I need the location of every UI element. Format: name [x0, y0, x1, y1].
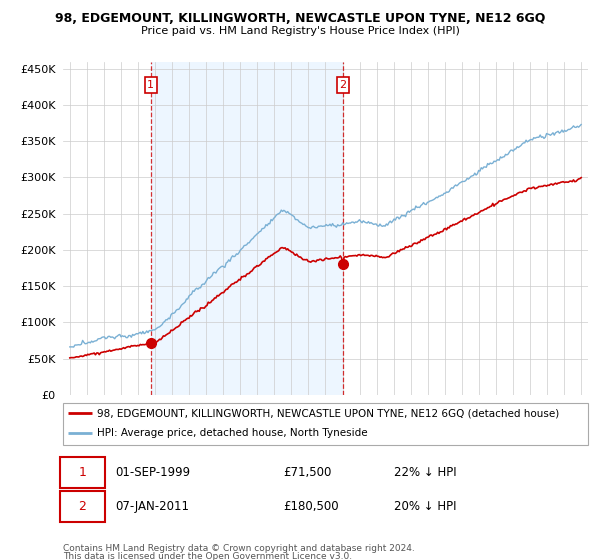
Text: This data is licensed under the Open Government Licence v3.0.: This data is licensed under the Open Gov… [63, 552, 352, 560]
Text: 1: 1 [147, 80, 154, 90]
Text: 2: 2 [79, 500, 86, 513]
Text: Price paid vs. HM Land Registry's House Price Index (HPI): Price paid vs. HM Land Registry's House … [140, 26, 460, 36]
Text: £71,500: £71,500 [284, 466, 332, 479]
Bar [151, 62, 343, 395]
Text: 98, EDGEMOUNT, KILLINGWORTH, NEWCASTLE UPON TYNE, NE12 6GQ (detached house): 98, EDGEMOUNT, KILLINGWORTH, NEWCASTLE U… [97, 408, 559, 418]
FancyBboxPatch shape [61, 457, 105, 488]
FancyBboxPatch shape [61, 491, 105, 521]
Text: 98, EDGEMOUNT, KILLINGWORTH, NEWCASTLE UPON TYNE, NE12 6GQ: 98, EDGEMOUNT, KILLINGWORTH, NEWCASTLE U… [55, 12, 545, 25]
Text: HPI: Average price, detached house, North Tyneside: HPI: Average price, detached house, Nort… [97, 428, 368, 438]
Text: 22% ↓ HPI: 22% ↓ HPI [394, 466, 457, 479]
Text: 2: 2 [340, 80, 347, 90]
Text: 01-SEP-1999: 01-SEP-1999 [115, 466, 191, 479]
Text: 07-JAN-2011: 07-JAN-2011 [115, 500, 190, 513]
Text: Contains HM Land Registry data © Crown copyright and database right 2024.: Contains HM Land Registry data © Crown c… [63, 544, 415, 553]
Text: £180,500: £180,500 [284, 500, 339, 513]
Text: 1: 1 [79, 466, 86, 479]
Text: 20% ↓ HPI: 20% ↓ HPI [394, 500, 456, 513]
